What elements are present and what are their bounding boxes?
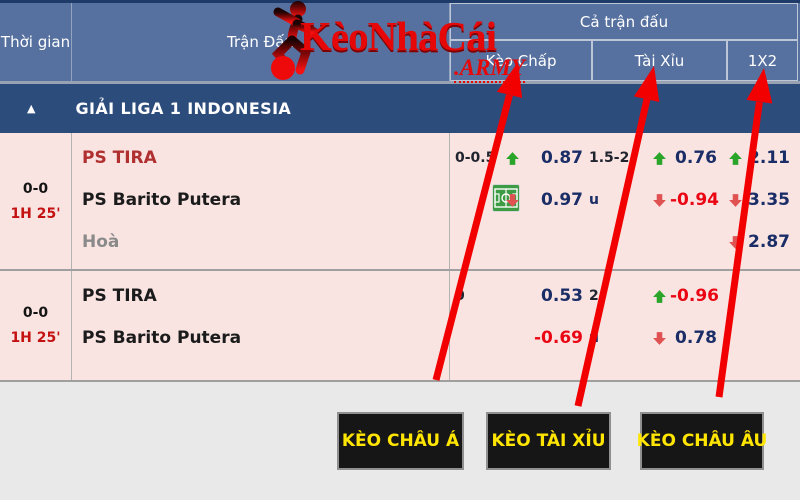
- match1-odds-area: 0-0.5 0.87 1.5-2 0.76 2.11 0.9: [450, 133, 800, 269]
- annotation-label-asian-handicap: KÈO CHÂU Á: [337, 412, 464, 470]
- col-header-match: Trận Đấu: [72, 3, 450, 81]
- match1-draw-label: Hoà: [82, 232, 120, 252]
- over-under-line: 1.5-2: [589, 150, 630, 166]
- match1-score: 0-0: [22, 180, 49, 197]
- match2-odds-row-home: 0 0.53 2 -0.96: [450, 275, 800, 317]
- match1-odds-row-away: 0.97 u -0.94 3.35: [450, 179, 800, 221]
- odds-down-arrow-icon: [652, 317, 667, 359]
- 1x2-draw-odds[interactable]: 2.87: [748, 232, 790, 252]
- league-title: GIẢI LIGA 1 INDONESIA: [75, 99, 292, 118]
- under-odds[interactable]: 0.78: [675, 328, 717, 348]
- match-row-1: 0-0 1H 25' PS TIRA PS Barito Putera Hoà …: [0, 133, 800, 271]
- match1-elapsed-time: 1H 25': [10, 205, 61, 222]
- match2-home-team[interactable]: PS TIRA: [82, 286, 157, 306]
- handicap-home-odds[interactable]: 0.87: [541, 148, 583, 168]
- match1-home-team[interactable]: PS TIRA: [82, 148, 157, 168]
- annotation-label-over-under: KÈO TÀI XỈU: [486, 412, 611, 470]
- over-odds[interactable]: -0.96: [670, 286, 719, 306]
- match1-odds-row-draw: 2.87: [450, 221, 800, 263]
- handicap-home-odds[interactable]: 0.53: [541, 286, 583, 306]
- league-bar[interactable]: ▲ GIẢI LIGA 1 INDONESIA: [0, 84, 800, 133]
- match2-away-team[interactable]: PS Barito Putera: [82, 328, 242, 348]
- match1-teams-cell: PS TIRA PS Barito Putera Hoà: [72, 133, 520, 269]
- match1-away-team[interactable]: PS Barito Putera: [82, 190, 242, 210]
- col-header-1x2[interactable]: 1X2: [727, 40, 798, 81]
- handicap-away-odds[interactable]: 0.97: [541, 190, 583, 210]
- 1x2-away-odds[interactable]: 3.35: [748, 190, 790, 210]
- match2-elapsed-time: 1H 25': [10, 330, 61, 346]
- 1x2-home-odds[interactable]: 2.11: [748, 148, 790, 168]
- odds-up-arrow-icon: [652, 137, 667, 179]
- handicap-line: 0: [455, 288, 465, 304]
- match2-odds-area: 0 0.53 2 -0.96 -0.69 u 0.78: [450, 271, 800, 380]
- match2-odds-row-away: -0.69 u 0.78: [450, 317, 800, 359]
- odds-up-arrow-icon: [652, 275, 667, 317]
- col-header-handicap[interactable]: Kèo Chấp: [450, 40, 592, 81]
- over-odds[interactable]: 0.76: [675, 148, 717, 168]
- match2-time-cell: 0-0 1H 25': [0, 271, 72, 380]
- match1-odds-row-home: 0-0.5 0.87 1.5-2 0.76 2.11: [450, 137, 800, 179]
- odds-down-arrow-icon: [652, 179, 667, 221]
- table-header: Thời gian Trận Đấu Cả trận đấu Kèo Chấp …: [0, 0, 800, 84]
- handicap-line: 0-0.5: [455, 150, 496, 166]
- match2-teams-cell: PS TIRA PS Barito Putera: [72, 271, 450, 380]
- odds-down-arrow-icon: [505, 179, 520, 221]
- match-row-2: 0-0 1H 25' PS TIRA PS Barito Putera 0 0.…: [0, 271, 800, 382]
- under-odds[interactable]: -0.94: [670, 190, 719, 210]
- col-header-over-under[interactable]: Tài Xỉu: [592, 40, 727, 81]
- odds-up-arrow-icon: [505, 137, 520, 179]
- over-under-line: 2: [589, 288, 599, 304]
- odds-down-arrow-icon: [728, 221, 743, 263]
- col-header-time: Thời gian: [0, 3, 72, 81]
- annotation-label-european: KÈO CHÂU ÂU: [637, 412, 767, 470]
- match2-score: 0-0: [22, 305, 49, 321]
- handicap-away-odds[interactable]: -0.69: [534, 328, 583, 348]
- odds-down-arrow-icon: [728, 179, 743, 221]
- match1-time-cell: 0-0 1H 25': [0, 133, 72, 269]
- under-mark: u: [589, 192, 599, 208]
- col-header-full-match: Cả trận đấu: [450, 3, 798, 40]
- collapse-triangle-icon[interactable]: ▲: [27, 102, 36, 115]
- odds-up-arrow-icon: [728, 137, 743, 179]
- under-mark: u: [589, 330, 599, 346]
